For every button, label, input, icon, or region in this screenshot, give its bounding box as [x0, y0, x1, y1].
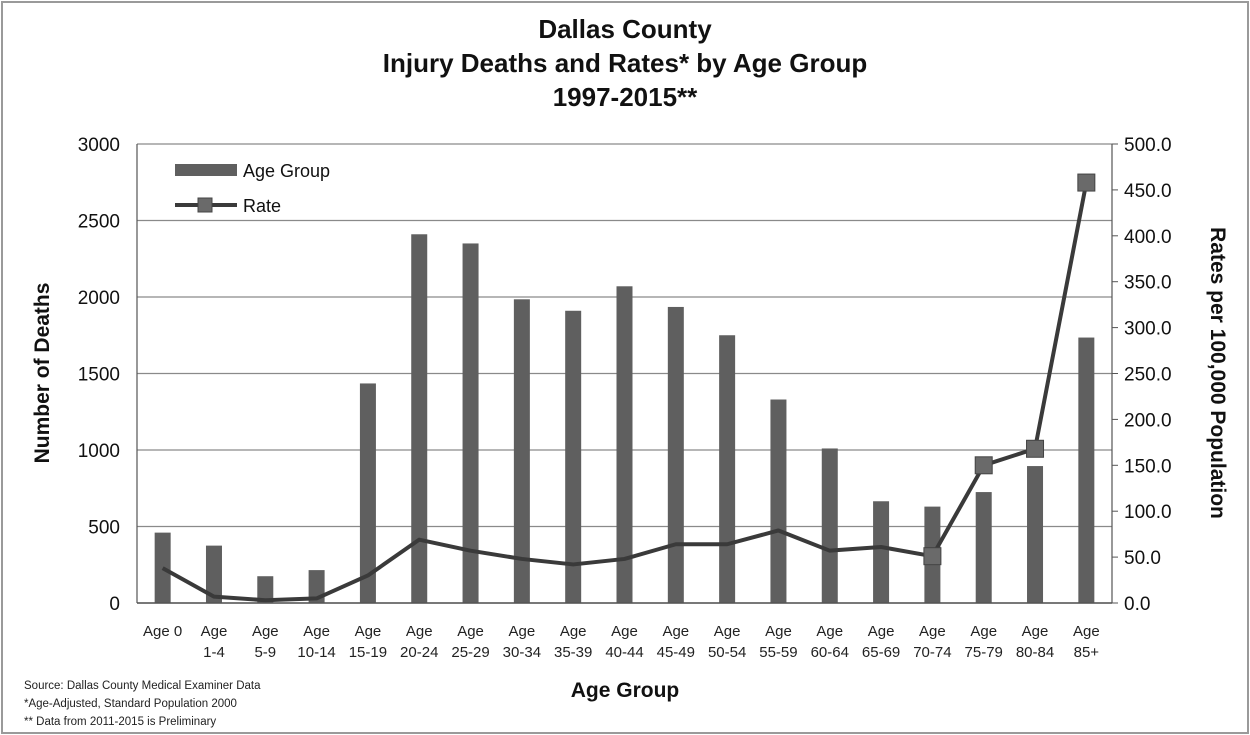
- legend-label-line: Rate: [243, 196, 281, 216]
- bar-deaths: [667, 306, 684, 603]
- y-tick-label: 3000: [78, 135, 120, 156]
- x-category-label: Age: [919, 623, 946, 640]
- x-category-label: 25-29: [451, 644, 489, 661]
- x-category-label: Age: [611, 623, 638, 640]
- y2-tick-label: 350.0: [1124, 273, 1172, 294]
- x-category-label: 40-44: [605, 644, 643, 661]
- y2-tick-label: 200.0: [1124, 410, 1172, 431]
- x-category-label: 35-39: [554, 644, 592, 661]
- x-axis-title: Age Group: [571, 679, 680, 702]
- chart-title-line: Dallas County: [538, 14, 712, 44]
- x-category-label: Age 0: [143, 623, 182, 640]
- x-category-label: Age: [868, 623, 895, 640]
- bar-deaths: [205, 545, 222, 603]
- bar-deaths: [821, 448, 838, 603]
- x-category-label: 30-34: [503, 644, 541, 661]
- y2-tick-label: 400.0: [1124, 227, 1172, 248]
- y2-tick-label: 250.0: [1124, 365, 1172, 386]
- bar-deaths: [1078, 337, 1095, 603]
- x-category-label: Age: [201, 623, 228, 640]
- x-category-label: Age: [1073, 623, 1100, 640]
- y-tick-label: 500: [88, 518, 120, 539]
- x-category-label: Age: [355, 623, 382, 640]
- bar-deaths: [975, 492, 992, 603]
- legend-label-bar: Age Group: [243, 161, 330, 181]
- bar-deaths: [873, 501, 890, 603]
- bar-series: [154, 234, 1095, 603]
- y2-tick-label: 150.0: [1124, 456, 1172, 477]
- x-category-label: Age: [509, 623, 536, 640]
- legend: Age Group Rate: [175, 161, 330, 216]
- y-tick-label: 2500: [78, 212, 120, 233]
- x-category-label: Age: [714, 623, 741, 640]
- x-category-label: 20-24: [400, 644, 438, 661]
- bar-deaths: [770, 399, 787, 603]
- y-axis-title: Number of Deaths: [31, 283, 54, 464]
- x-category-label: Age: [303, 623, 330, 640]
- rate-marker: [974, 456, 993, 475]
- y-tick-label: 0: [109, 594, 120, 615]
- x-category-label: Age: [457, 623, 484, 640]
- bar-deaths: [719, 335, 736, 603]
- axes: 0 500 1000 1500 2000 2500 3000 0.0 50.0 100.0 150.…: [31, 135, 1229, 702]
- x-category-label: Age: [406, 623, 433, 640]
- bar-deaths: [154, 532, 171, 603]
- x-category-label: Age: [662, 623, 689, 640]
- x-category-label: Age: [816, 623, 843, 640]
- rate-marker: [1077, 173, 1096, 192]
- y2-tick-label: 500.0: [1124, 135, 1172, 156]
- y2-axis-title: Rates per 100,000 Population: [1206, 227, 1229, 519]
- x-category-label: Age: [1022, 623, 1049, 640]
- x-category-label: 70-74: [913, 644, 951, 661]
- chart-title-line: Injury Deaths and Rates* by Age Group: [383, 48, 867, 78]
- x-category-label: 60-64: [811, 644, 849, 661]
- footnote: ** Data from 2011-2015 is Preliminary: [24, 716, 216, 728]
- x-category-label: 55-59: [759, 644, 797, 661]
- y2-tick-label: 100.0: [1124, 502, 1172, 523]
- x-category-label: Age: [252, 623, 279, 640]
- rate-line-series: [161, 173, 1096, 603]
- x-category-label: 5-9: [254, 644, 276, 661]
- y-tick-label: 2000: [78, 288, 120, 309]
- x-category-label: 10-14: [297, 644, 335, 661]
- y-tick-label: 1000: [78, 441, 120, 462]
- x-category-label: 1-4: [203, 644, 225, 661]
- bar-deaths: [616, 286, 633, 603]
- footnote: *Age-Adjusted, Standard Population 2000: [24, 698, 237, 710]
- x-category-label: 80-84: [1016, 644, 1054, 661]
- y2-tick-label: 50.0: [1124, 548, 1161, 569]
- x-category-label: Age: [970, 623, 997, 640]
- y2-tick-label: 300.0: [1124, 319, 1172, 340]
- bar-deaths: [257, 576, 274, 603]
- bar-deaths: [462, 243, 479, 603]
- bar-deaths: [411, 234, 428, 603]
- y2-tick-label: 450.0: [1124, 181, 1172, 202]
- bar-deaths: [513, 299, 530, 603]
- y-tick-label: 1500: [78, 365, 120, 386]
- footnote: Source: Dallas County Medical Examiner D…: [24, 680, 261, 692]
- x-category-label: 15-19: [349, 644, 387, 661]
- rate-marker: [923, 547, 942, 566]
- footnotes: Source: Dallas County Medical Examiner D…: [24, 680, 261, 728]
- rate-marker: [1026, 439, 1045, 458]
- chart-title: Dallas County Injury Deaths and Rates* by…: [383, 14, 867, 112]
- x-category-label: 65-69: [862, 644, 900, 661]
- x-category-label: 85+: [1074, 644, 1100, 661]
- legend-swatch-marker: [197, 197, 213, 213]
- chart-title-line: 1997-2015**: [553, 82, 698, 112]
- bar-deaths: [1027, 466, 1044, 603]
- y2-tick-label: 0.0: [1124, 594, 1150, 615]
- x-category-label: Age: [560, 623, 587, 640]
- bar-deaths: [359, 383, 376, 603]
- x-category-label: Age: [765, 623, 792, 640]
- legend-swatch-bar: [175, 164, 237, 176]
- x-category-label: 75-79: [965, 644, 1003, 661]
- x-category-label: 45-49: [657, 644, 695, 661]
- bar-deaths: [565, 310, 582, 603]
- x-category-label: 50-54: [708, 644, 746, 661]
